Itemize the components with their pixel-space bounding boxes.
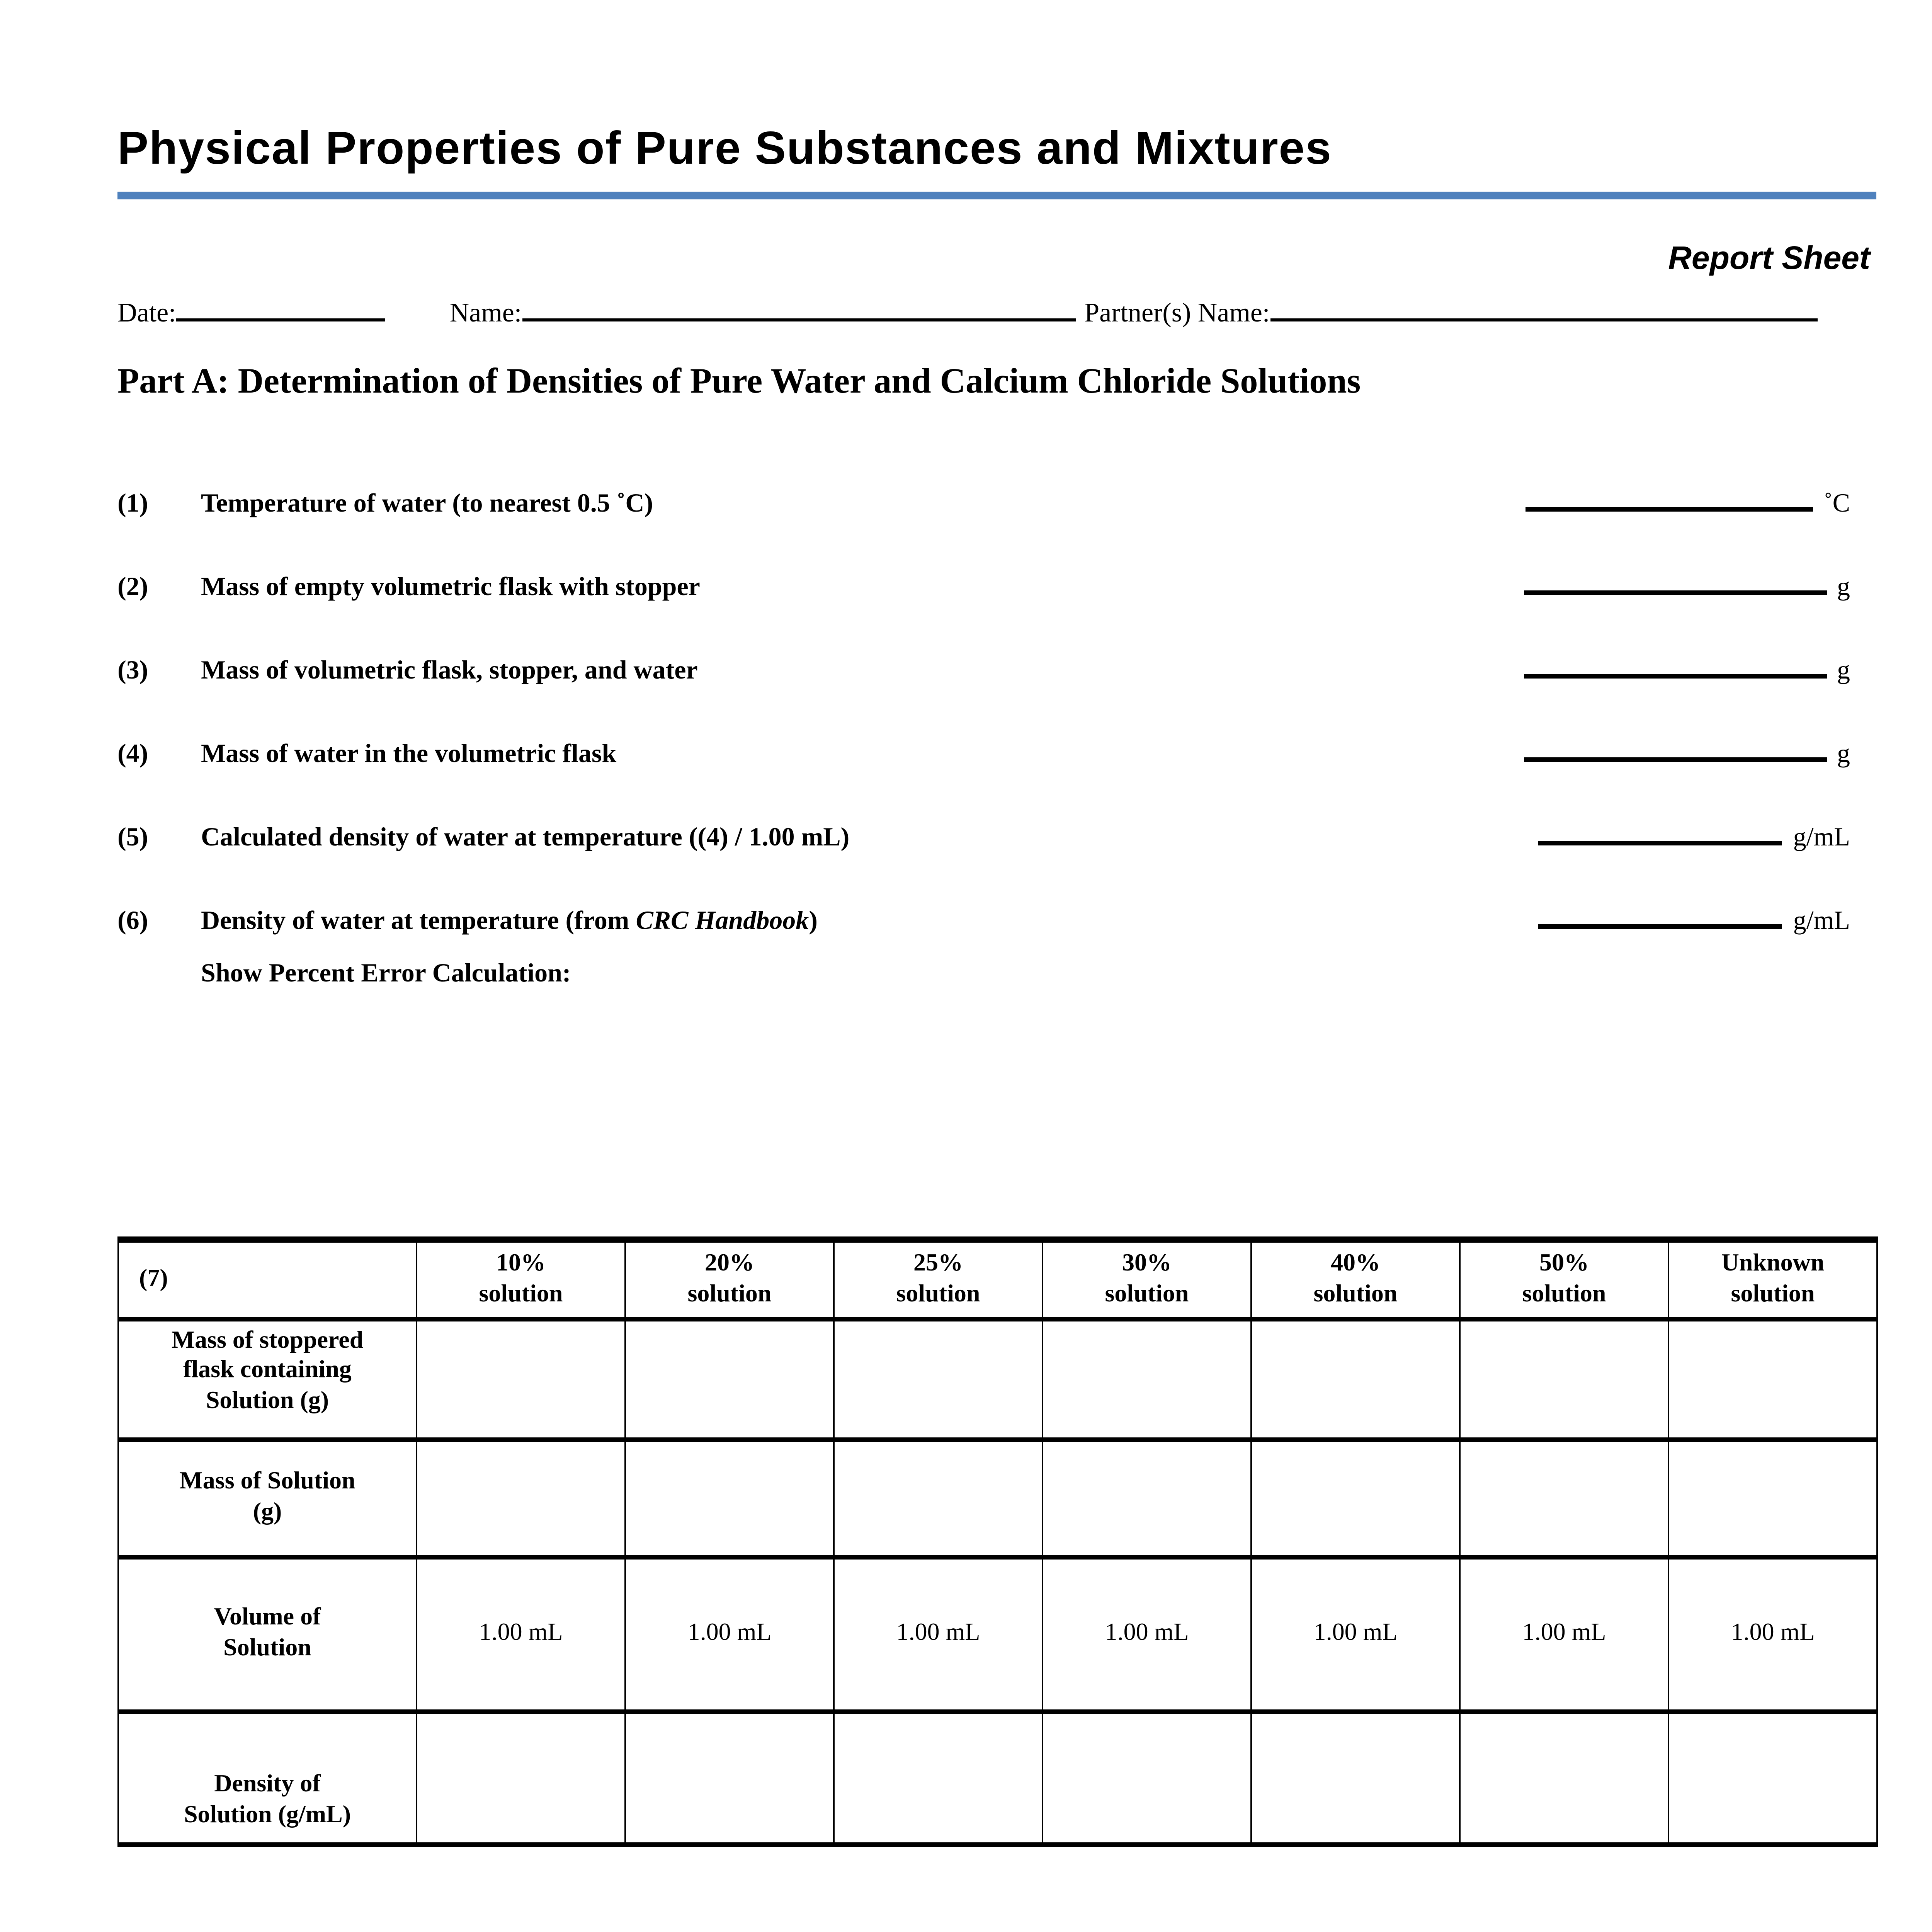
table-cell[interactable]	[1250, 1711, 1461, 1846]
column-header-50pct: 50% solution	[1459, 1236, 1669, 1321]
solutions-table: (7) 10% solution 20% solution 25% soluti…	[117, 1236, 1878, 1846]
item-1-answer: ˚C	[1526, 483, 1876, 519]
row-label-mass-flask: Mass of stoppered flask containing Solut…	[117, 1318, 417, 1441]
table-cell[interactable]	[416, 1711, 626, 1846]
table-header-row: (7) 10% solution 20% solution 25% soluti…	[117, 1236, 1878, 1321]
column-header-20pct: 20% solution	[624, 1236, 835, 1321]
item-3-text: Mass of volumetric flask, stopper, and w…	[201, 655, 698, 684]
item-6-number: (6)	[117, 905, 148, 934]
table-cell[interactable]	[1459, 1711, 1669, 1846]
item-5: (5) Calculated density of water at tempe…	[117, 817, 1876, 852]
row-label-density: Density of Solution (g/mL)	[117, 1711, 417, 1846]
partner-blank-field[interactable]	[1270, 294, 1818, 321]
table-cell[interactable]	[1459, 1439, 1669, 1559]
title-accent-rule	[117, 191, 1876, 199]
item-5-number: (5)	[117, 821, 148, 851]
item-1-text: Temperature of water (to nearest 0.5 ˚C)	[201, 488, 653, 517]
item-6-unit: g/mL	[1793, 905, 1850, 934]
crc-handbook-italic: CRC Handbook	[636, 905, 809, 934]
table-cell-volume: 1.00 mL	[1042, 1556, 1252, 1713]
table-cell[interactable]	[1250, 1439, 1461, 1559]
part-a-heading: Part A: Determination of Densities of Pu…	[117, 361, 1361, 400]
table-cell[interactable]	[833, 1318, 1043, 1441]
item-6-blank-field[interactable]	[1538, 900, 1782, 928]
item-3-number: (3)	[117, 655, 148, 684]
table-cell[interactable]	[1668, 1711, 1878, 1846]
table-cell[interactable]	[624, 1439, 835, 1559]
table-row-volume: Volume of Solution 1.00 mL 1.00 mL 1.00 …	[117, 1556, 1878, 1713]
item-3-blank-field[interactable]	[1523, 650, 1826, 678]
date-blank-field[interactable]	[176, 294, 385, 321]
table-cell[interactable]	[1250, 1318, 1461, 1441]
table-cell[interactable]	[1042, 1439, 1252, 1559]
report-sheet-label: Report Sheet	[1668, 240, 1870, 276]
item-1: (1) Temperature of water (to nearest 0.5…	[117, 483, 1876, 519]
table-corner-label: (7)	[117, 1236, 417, 1321]
table-cell-volume: 1.00 mL	[1459, 1556, 1669, 1713]
date-label: Date:	[117, 296, 176, 327]
table-cell[interactable]	[1668, 1318, 1878, 1441]
table-cell[interactable]	[1668, 1439, 1878, 1559]
item-3-unit: g	[1837, 655, 1850, 684]
item-2: (2) Mass of empty volumetric flask with …	[117, 566, 1876, 602]
partner-label: Partner(s) Name:	[1084, 296, 1270, 327]
item-2-text: Mass of empty volumetric flask with stop…	[201, 571, 700, 600]
item-5-blank-field[interactable]	[1538, 817, 1782, 845]
column-header-40pct: 40% solution	[1250, 1236, 1461, 1321]
item-4-answer: g	[1523, 733, 1876, 769]
table-cell[interactable]	[1459, 1318, 1669, 1441]
table-row-mass-solution: Mass of Solution (g)	[117, 1439, 1878, 1559]
column-header-10pct: 10% solution	[416, 1236, 626, 1321]
page-title: Physical Properties of Pure Substances a…	[117, 124, 1332, 175]
table-cell[interactable]	[833, 1439, 1043, 1559]
item-5-answer: g/mL	[1538, 817, 1876, 852]
column-header-unknown: Unknown solution	[1668, 1236, 1878, 1321]
table-cell[interactable]	[416, 1318, 626, 1441]
item-2-number: (2)	[117, 571, 148, 600]
name-label: Name:	[449, 296, 522, 327]
column-header-25pct: 25% solution	[833, 1236, 1043, 1321]
row-label-volume: Volume of Solution	[117, 1556, 417, 1713]
table-cell-volume: 1.00 mL	[1250, 1556, 1461, 1713]
table-cell[interactable]	[1042, 1318, 1252, 1441]
table-cell-volume: 1.00 mL	[624, 1556, 835, 1713]
item-2-unit: g	[1837, 571, 1850, 600]
table-cell-volume: 1.00 mL	[833, 1556, 1043, 1713]
table-cell[interactable]	[624, 1318, 835, 1441]
item-1-blank-field[interactable]	[1526, 483, 1813, 511]
show-percent-error-label: Show Percent Error Calculation:	[201, 957, 571, 987]
table-cell[interactable]	[833, 1711, 1043, 1846]
table-cell[interactable]	[624, 1711, 835, 1846]
item-4: (4) Mass of water in the volumetric flas…	[117, 733, 1876, 769]
item-4-number: (4)	[117, 738, 148, 767]
item-1-unit: ˚C	[1824, 488, 1850, 517]
item-5-unit: g/mL	[1793, 821, 1850, 851]
item-5-text: Calculated density of water at temperatu…	[201, 821, 850, 851]
table-cell-volume: 1.00 mL	[1668, 1556, 1878, 1713]
item-6-text: Density of water at temperature (from CR…	[201, 905, 818, 934]
item-4-blank-field[interactable]	[1523, 733, 1826, 761]
item-4-text: Mass of water in the volumetric flask	[201, 738, 617, 767]
column-header-30pct: 30% solution	[1042, 1236, 1252, 1321]
item-1-number: (1)	[117, 488, 148, 517]
table-cell[interactable]	[1042, 1711, 1252, 1846]
row-label-mass-solution: Mass of Solution (g)	[117, 1439, 417, 1559]
item-2-blank-field[interactable]	[1523, 566, 1826, 594]
item-2-answer: g	[1523, 566, 1876, 602]
table-cell[interactable]	[416, 1439, 626, 1559]
item-6: (6) Density of water at temperature (fro…	[117, 900, 1876, 936]
name-blank-field[interactable]	[522, 294, 1075, 321]
item-3-answer: g	[1523, 650, 1876, 685]
table-row-mass-flask: Mass of stoppered flask containing Solut…	[117, 1318, 1878, 1441]
item-6-answer: g/mL	[1538, 900, 1876, 936]
item-3: (3) Mass of volumetric flask, stopper, a…	[117, 650, 1876, 685]
table-row-density: Density of Solution (g/mL)	[117, 1711, 1878, 1846]
header-fields-row: Date: Name: Partner(s) Name:	[117, 294, 1876, 328]
item-4-unit: g	[1837, 738, 1850, 767]
table-cell-volume: 1.00 mL	[416, 1556, 626, 1713]
